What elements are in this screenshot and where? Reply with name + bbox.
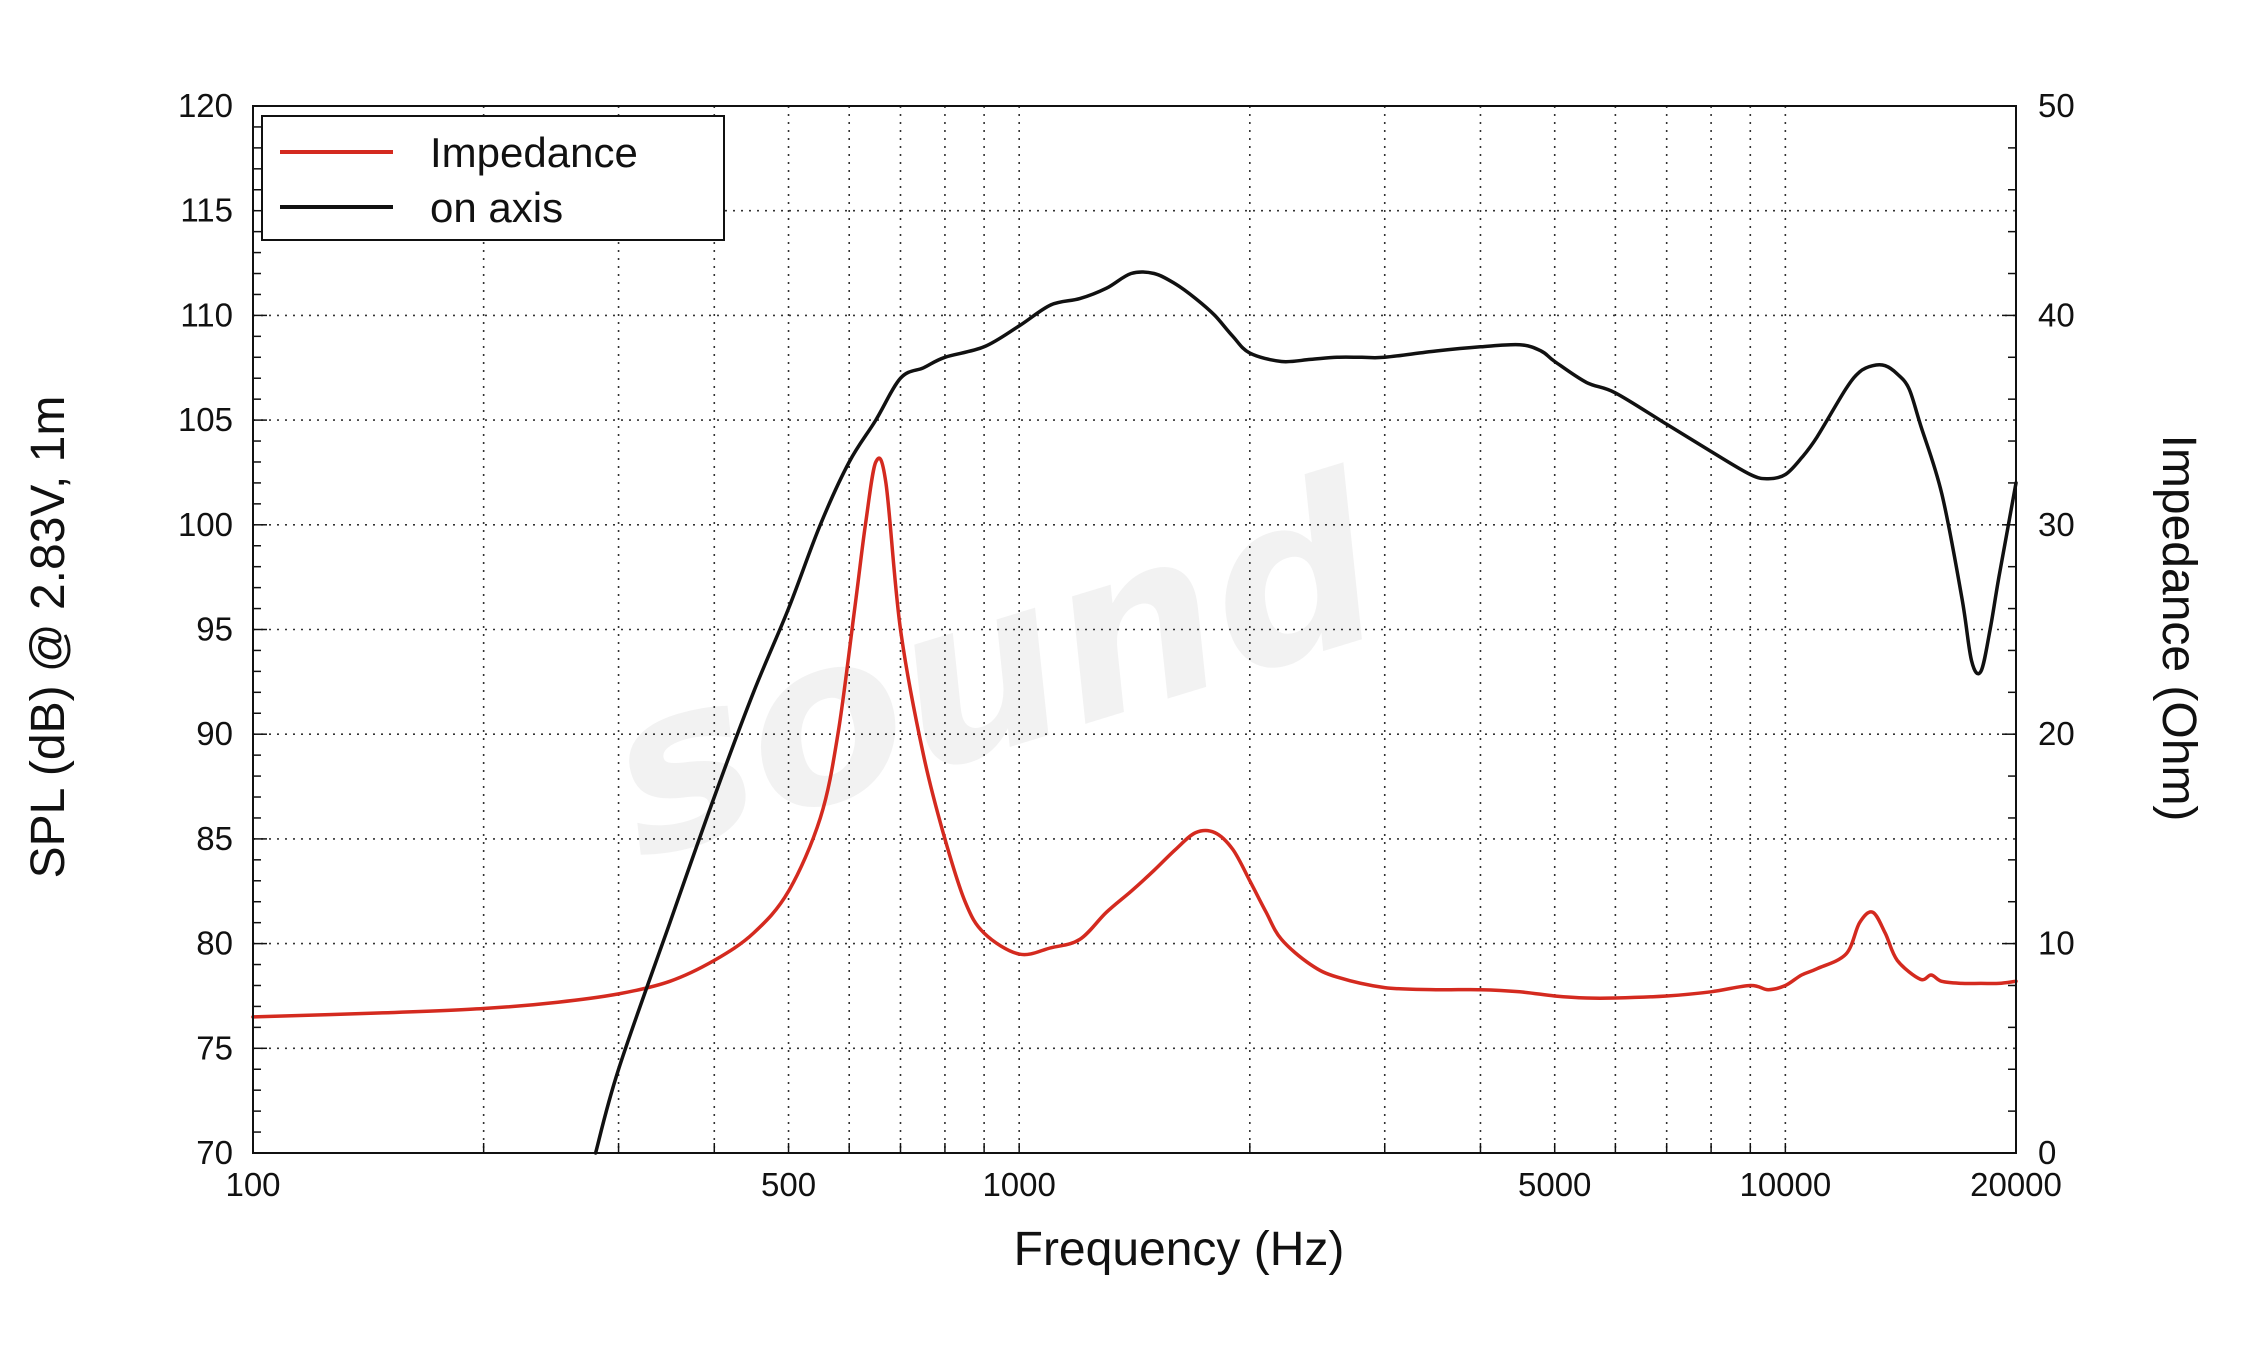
legend-label-impedance: Impedance (430, 129, 638, 176)
axes (252, 105, 2017, 1154)
y-left-tick-label: 95 (196, 611, 233, 648)
y-right-tick-label: 0 (2038, 1134, 2056, 1171)
y-right-axis-title: Impedance (Ohm) (2152, 435, 2205, 822)
x-tick-label: 100 (225, 1166, 280, 1203)
y-left-tick-label: 70 (196, 1134, 233, 1171)
x-tick-label: 1000 (982, 1166, 1055, 1203)
grid (253, 106, 2016, 1153)
x-tick-label: 20000 (1970, 1166, 2062, 1203)
x-axis-title: Frequency (Hz) (1014, 1223, 1345, 1276)
y-left-tick-label: 90 (196, 715, 233, 752)
legend: Impedance on axis (261, 115, 725, 241)
series-line-on-axis (593, 270, 2018, 1155)
y-left-tick-label: 105 (178, 401, 233, 438)
y-left-axis-title: SPL (dB) @ 2.83V, 1m (22, 396, 75, 879)
y-right-tick-label: 30 (2038, 506, 2075, 543)
y-right-tick-label: 10 (2038, 925, 2075, 962)
y-left-tick-label: 75 (196, 1029, 233, 1066)
series-line-impedance (251, 456, 2018, 1019)
y-right-tick-label: 20 (2038, 715, 2075, 752)
tick-labels: 70 75 80 85 90 95 100 105 110 115 120 0 10 20 30 40 50 10… (178, 87, 2075, 1203)
y-left-tick-label: 120 (178, 87, 233, 124)
x-tick-label: 500 (761, 1166, 816, 1203)
x-tick-label: 5000 (1518, 1166, 1591, 1203)
y-left-tick-label: 115 (180, 192, 233, 229)
x-tick-label: 10000 (1739, 1166, 1831, 1203)
legend-box (261, 115, 725, 241)
series-layer (251, 270, 2018, 1155)
y-left-tick-label: 100 (178, 506, 233, 543)
y-left-tick-label: 80 (196, 925, 233, 962)
legend-label-on-axis: on axis (430, 184, 563, 231)
y-left-tick-label: 85 (196, 820, 233, 857)
y-right-tick-label: 50 (2038, 87, 2075, 124)
y-left-tick-label: 110 (180, 296, 233, 333)
y-right-tick-label: 40 (2038, 296, 2075, 333)
